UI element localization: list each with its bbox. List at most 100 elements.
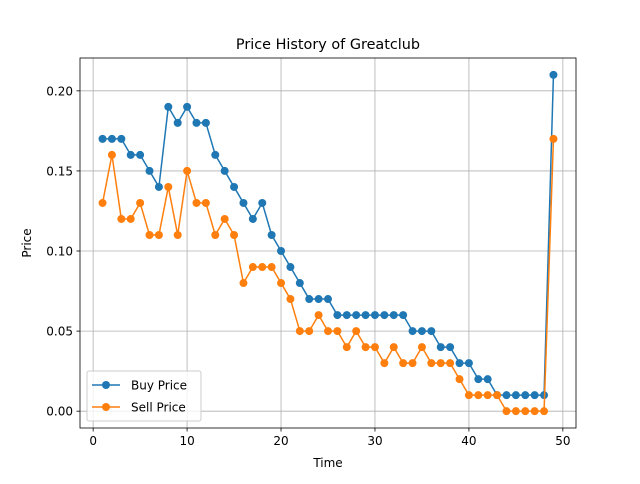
data-point-sell-price <box>98 198 107 207</box>
data-point-buy-price <box>98 134 107 143</box>
data-point-buy-price <box>408 327 417 336</box>
data-point-sell-price <box>305 327 314 336</box>
legend-label-buy-price: Buy Price <box>131 379 187 393</box>
data-point-sell-price <box>361 343 370 352</box>
x-tick-label: 10 <box>179 434 194 448</box>
data-point-buy-price <box>502 391 511 400</box>
data-point-buy-price <box>248 214 257 223</box>
data-point-buy-price <box>230 182 239 191</box>
series-layer <box>98 70 558 416</box>
data-point-buy-price <box>136 150 145 159</box>
data-point-buy-price <box>239 198 248 207</box>
data-point-sell-price <box>145 230 154 239</box>
legend-marker-sell-price <box>102 403 110 411</box>
data-point-sell-price <box>389 343 398 352</box>
data-point-sell-price <box>380 359 389 368</box>
data-point-buy-price <box>286 263 295 272</box>
data-point-sell-price <box>314 311 323 320</box>
y-tick-label: 0.00 <box>46 405 73 419</box>
data-point-buy-price <box>455 359 464 368</box>
data-point-sell-price <box>549 134 558 143</box>
data-point-sell-price <box>107 150 116 159</box>
data-point-buy-price <box>183 102 192 111</box>
x-tick-label: 30 <box>367 434 382 448</box>
data-point-buy-price <box>192 118 201 127</box>
data-point-buy-price <box>474 375 483 384</box>
data-point-sell-price <box>173 230 182 239</box>
y-tick-label: 0.05 <box>46 325 73 339</box>
data-point-sell-price <box>399 359 408 368</box>
data-point-sell-price <box>267 263 276 272</box>
data-point-sell-price <box>277 279 286 288</box>
x-tick-label: 50 <box>555 434 570 448</box>
x-tick-label: 40 <box>461 434 476 448</box>
data-point-buy-price <box>399 311 408 320</box>
data-point-sell-price <box>211 230 220 239</box>
data-point-buy-price <box>154 182 163 191</box>
data-point-sell-price <box>446 359 455 368</box>
y-axis-label: Price <box>20 228 34 257</box>
data-point-buy-price <box>333 311 342 320</box>
data-point-buy-price <box>295 279 304 288</box>
data-point-sell-price <box>239 279 248 288</box>
data-point-buy-price <box>361 311 370 320</box>
data-point-buy-price <box>352 311 361 320</box>
data-point-sell-price <box>286 295 295 304</box>
data-point-buy-price <box>164 102 173 111</box>
data-point-sell-price <box>164 182 173 191</box>
y-tick-label: 0.10 <box>46 245 73 259</box>
data-point-sell-price <box>493 391 502 400</box>
data-point-buy-price <box>173 118 182 127</box>
data-point-sell-price <box>408 359 417 368</box>
data-point-sell-price <box>417 343 426 352</box>
data-point-buy-price <box>117 134 126 143</box>
data-point-sell-price <box>154 230 163 239</box>
data-point-sell-price <box>464 391 473 400</box>
data-point-buy-price <box>446 343 455 352</box>
data-point-sell-price <box>324 327 332 336</box>
legend-box <box>86 370 202 422</box>
data-point-sell-price <box>427 359 436 368</box>
data-point-buy-price <box>417 327 426 336</box>
data-point-sell-price <box>201 198 210 207</box>
data-point-buy-price <box>389 311 398 320</box>
data-point-buy-price <box>342 311 351 320</box>
ticks: 0 10 20 30 40 50 0.00 0.05 0.10 0.15 0.20 <box>46 84 570 448</box>
data-point-sell-price <box>248 263 257 272</box>
y-tick-label: 0.20 <box>46 84 73 98</box>
data-point-buy-price <box>314 295 323 304</box>
data-point-buy-price <box>464 359 473 368</box>
data-point-buy-price <box>107 134 116 143</box>
data-point-buy-price <box>436 343 445 352</box>
x-axis-label: Time <box>312 456 342 470</box>
chart-title: Price History of Greatclub <box>236 37 420 53</box>
data-point-sell-price <box>192 198 201 207</box>
legend: Buy Price Sell Price <box>86 370 202 422</box>
data-point-buy-price <box>370 311 379 320</box>
data-point-sell-price <box>540 407 549 416</box>
data-point-sell-price <box>220 214 229 223</box>
data-point-sell-price <box>455 375 464 384</box>
data-point-sell-price <box>483 391 492 400</box>
data-point-sell-price <box>521 407 530 416</box>
data-point-sell-price <box>502 407 511 416</box>
data-point-sell-price <box>126 214 135 223</box>
x-tick-label: 20 <box>273 434 288 448</box>
data-point-buy-price <box>549 70 558 79</box>
data-point-sell-price <box>258 263 267 272</box>
data-point-sell-price <box>183 166 192 175</box>
data-point-buy-price <box>126 150 135 159</box>
series-buy-price <box>98 70 558 400</box>
data-point-sell-price <box>136 198 145 207</box>
data-point-buy-price <box>220 166 229 175</box>
data-point-sell-price <box>474 391 483 400</box>
data-point-sell-price <box>342 343 351 352</box>
data-point-sell-price <box>117 214 126 223</box>
data-point-buy-price <box>258 198 267 207</box>
data-point-buy-price <box>380 311 389 320</box>
data-point-sell-price <box>230 230 239 239</box>
x-tick-label: 0 <box>89 434 97 448</box>
legend-label-sell-price: Sell Price <box>131 401 186 415</box>
data-point-buy-price <box>324 295 332 304</box>
